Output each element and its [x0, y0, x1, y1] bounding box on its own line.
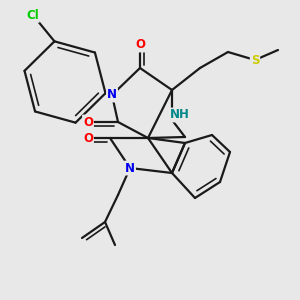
Text: N: N: [125, 161, 135, 175]
Text: S: S: [251, 53, 259, 67]
Text: N: N: [107, 88, 117, 101]
Text: O: O: [83, 116, 93, 128]
Text: O: O: [83, 131, 93, 145]
Text: Cl: Cl: [26, 9, 39, 22]
Text: NH: NH: [170, 109, 190, 122]
Text: O: O: [135, 38, 145, 52]
